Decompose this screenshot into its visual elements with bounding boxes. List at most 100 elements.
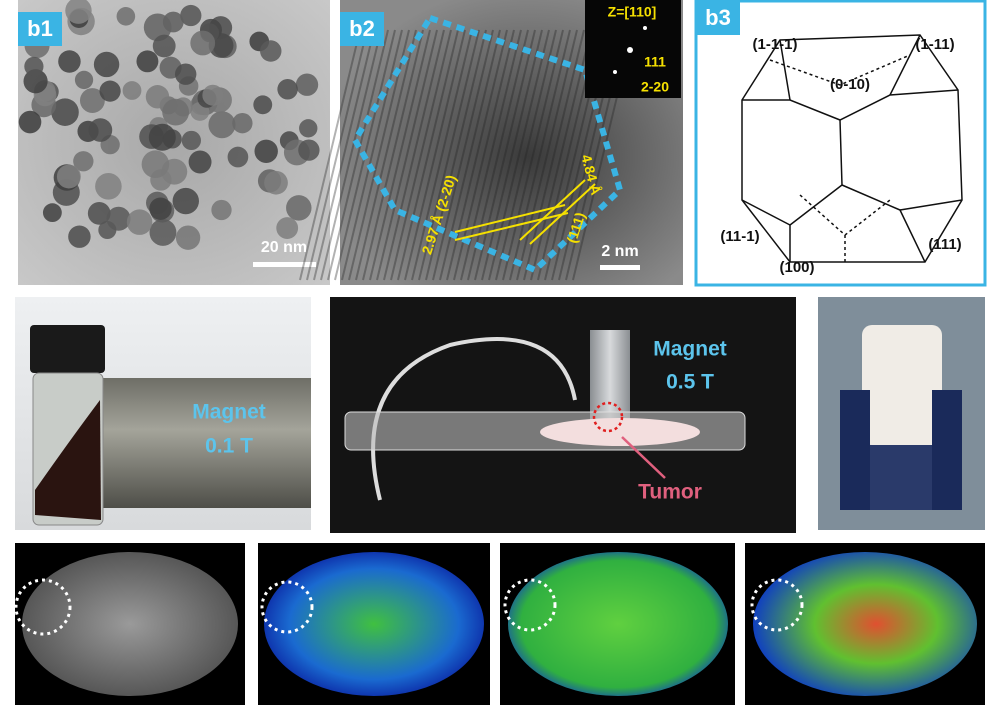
fft-spot [643, 26, 647, 30]
nanoparticle [149, 218, 177, 246]
nanoparticle [74, 70, 94, 90]
fft-index: 2-20 [641, 79, 669, 95]
scale-bar-label: 2 nm [601, 243, 638, 260]
nanoparticle [99, 80, 121, 102]
nanoparticle [190, 30, 216, 56]
fringe [369, 29, 431, 281]
nanoparticle [202, 84, 224, 106]
fringe [355, 29, 417, 281]
nanoparticle [145, 85, 170, 109]
fringe [390, 29, 452, 281]
nanoparticle [172, 187, 199, 215]
nanoparticle [232, 113, 253, 134]
fft-index: 111 [644, 54, 666, 70]
nanoparticle [56, 164, 81, 189]
fringe [509, 29, 571, 281]
nanoparticle [299, 119, 318, 138]
fringe [425, 29, 487, 281]
nanoparticle [162, 98, 190, 126]
nanoparticle [95, 173, 122, 200]
nanoparticle [68, 225, 91, 248]
mri-slice [22, 552, 238, 696]
nanoparticle [106, 206, 131, 231]
fringe [481, 29, 543, 281]
nanoparticle [143, 13, 172, 42]
field-label: 0.5 T [666, 371, 714, 394]
nanoparticle [88, 118, 113, 142]
scale-bar [253, 262, 316, 267]
nanoparticle [93, 51, 120, 78]
nanoparticle [116, 7, 136, 26]
panel-b3: b3 (1-1-1) (1-11) (0-10) (11-1) (111) (1… [694, 0, 987, 287]
fringe [446, 29, 508, 281]
facet-label: (1-11) [915, 36, 954, 53]
fringe [306, 29, 368, 281]
magnet-label: Magnet [653, 338, 727, 361]
facet-label: (11-1) [720, 228, 759, 245]
nanoparticle [87, 201, 111, 225]
nanoparticle [65, 0, 92, 24]
fringe [516, 29, 578, 281]
spacing-lines [454, 179, 596, 245]
magnet-label: Magnet [192, 401, 266, 424]
panel-label: b2 [349, 16, 375, 41]
nanoparticle [122, 81, 142, 100]
nanoparticles [18, 0, 320, 250]
nanoparticle [148, 123, 176, 151]
nanoparticle [295, 73, 319, 96]
fringe [320, 29, 382, 281]
nanoparticle [42, 203, 62, 223]
tumor-label: Tumor [638, 481, 702, 504]
nanoparticle [208, 111, 236, 139]
label-box [18, 12, 62, 46]
tumor-arrow [621, 436, 666, 479]
label-box [340, 12, 384, 46]
scanner-leg [932, 390, 962, 510]
scanner-leg [840, 390, 870, 510]
fringe [376, 29, 438, 281]
nanoparticle [23, 69, 48, 94]
fringe [327, 29, 389, 281]
mri-slice [264, 552, 484, 696]
fringe [495, 29, 557, 281]
nanoparticle [73, 151, 94, 172]
nanoparticle [276, 217, 299, 239]
fft-inset [585, 0, 681, 98]
scale-bar-label: 20 nm [261, 239, 307, 256]
scanner-body [862, 325, 942, 445]
facet-label: (111) [928, 236, 961, 253]
polyhedron [741, 34, 963, 263]
nanoparticle [180, 4, 202, 27]
panel-b2: b2 Z=[110] 111 2-20 2.97 Å (2-20) 4.84 Å… [299, 0, 683, 285]
fringe [418, 29, 480, 281]
facet-label: (1-1-1) [752, 36, 797, 53]
nanoparticle [152, 34, 176, 58]
mri-slice [508, 552, 728, 696]
mri-slice [753, 552, 977, 696]
fringe [502, 29, 564, 281]
tumor-circle [750, 578, 804, 632]
nanoparticle [174, 63, 197, 85]
fringe [362, 29, 424, 281]
fringe [432, 29, 494, 281]
nanoparticle [51, 98, 79, 126]
nanoparticle [286, 195, 312, 221]
nanoparticle [79, 88, 105, 113]
lattice-fringes [299, 29, 634, 281]
fringe [383, 29, 445, 281]
nanoparticle [58, 50, 81, 73]
magnet-rod [100, 378, 311, 508]
photo-vial: Magnet 0.1 T [15, 297, 311, 530]
fringe [460, 29, 522, 281]
scanner-base [870, 445, 932, 510]
mouse [540, 418, 700, 446]
label-box [696, 1, 740, 35]
panel-label: b3 [705, 5, 731, 30]
tumor-circle [14, 578, 72, 636]
nanoparticle [24, 56, 44, 77]
nanoparticle [211, 199, 232, 221]
tumor-circle [503, 578, 557, 632]
scale-bar [600, 265, 640, 270]
